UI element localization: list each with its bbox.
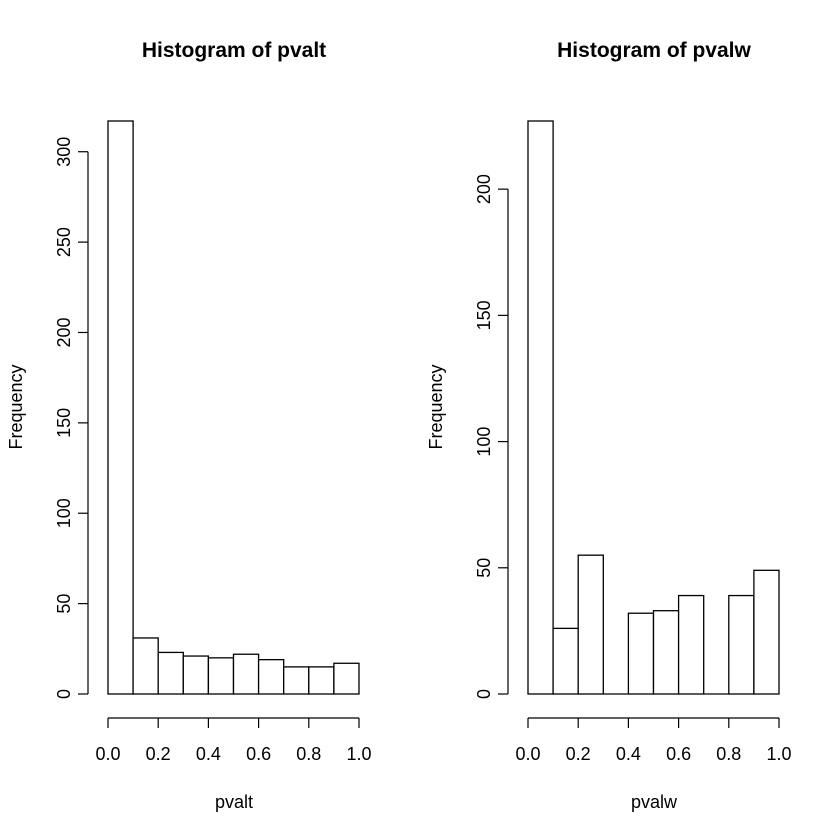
histogram-bar [753, 569, 780, 695]
histogram-bar [232, 653, 260, 695]
histogram-pvalt-panel: Histogram of pvalt pvalt Frequency 0.0 0.… [6, 39, 372, 812]
histogram-bar [207, 657, 235, 695]
x-tick-label: 0.4 [616, 744, 641, 764]
x-axis-label: pvalw [631, 792, 678, 812]
histogram-bar [728, 594, 755, 695]
y-axis-label: Frequency [6, 364, 26, 449]
y-tick-label: 50 [54, 594, 74, 614]
x-tick-label: 0.4 [196, 744, 221, 764]
histogram-bar [283, 666, 310, 695]
x-tick-label: 0.0 [515, 744, 540, 764]
histogram-bar [627, 612, 655, 695]
histogram-bar [527, 120, 554, 695]
x-tick-label: 0.8 [296, 744, 321, 764]
x-tick-label: 0.6 [666, 744, 691, 764]
histogram-bar [132, 637, 159, 695]
y-tick-label: 250 [54, 227, 74, 257]
y-tick-label: 200 [54, 317, 74, 347]
histogram-bar [577, 554, 604, 695]
x-tick-label: 0.8 [716, 744, 741, 764]
chart-title: Histogram of pvalw [557, 39, 751, 62]
histogram-bar [257, 659, 285, 695]
x-axis-label: pvalt [215, 792, 253, 812]
histogram-bar [677, 594, 705, 695]
histogram-bar [182, 655, 210, 695]
y-tick-label: 50 [474, 558, 494, 578]
x-tick-label: 0.0 [95, 744, 120, 764]
x-tick-label: 0.2 [566, 744, 591, 764]
y-axis: 0 50 100 150 200 250 300 [54, 137, 89, 699]
histogram-bar [552, 627, 579, 695]
y-tick-label: 0 [474, 689, 494, 699]
histogram-bar [107, 120, 134, 695]
x-tick-label: 1.0 [766, 744, 791, 764]
y-tick-label: 300 [54, 137, 74, 167]
x-tick-label: 0.6 [246, 744, 271, 764]
y-tick-label: 0 [54, 689, 74, 699]
y-axis: 0 50 100 150 200 [474, 174, 509, 699]
x-tick-label: 1.0 [346, 744, 371, 764]
y-tick-label: 100 [54, 498, 74, 528]
y-tick-label: 200 [474, 174, 494, 204]
bars [527, 120, 780, 695]
y-tick-label: 100 [474, 427, 494, 457]
histogram-bar [333, 662, 360, 695]
x-axis: 0.0 0.2 0.4 0.6 0.8 1.0 [95, 717, 372, 764]
y-axis-label: Frequency [426, 364, 446, 449]
y-tick-label: 150 [54, 408, 74, 438]
y-tick-label: 150 [474, 300, 494, 330]
histogram-pvalw-panel: Histogram of pvalw pvalw Frequency 0.0 0.… [426, 39, 792, 812]
x-axis: 0.0 0.2 0.4 0.6 0.8 1.0 [515, 717, 792, 764]
x-tick-label: 0.2 [146, 744, 171, 764]
histogram-bar [652, 610, 680, 695]
histogram-bar [157, 651, 184, 695]
bars [107, 120, 360, 695]
histogram-bar [308, 666, 335, 695]
chart-title: Histogram of pvalt [142, 39, 326, 62]
